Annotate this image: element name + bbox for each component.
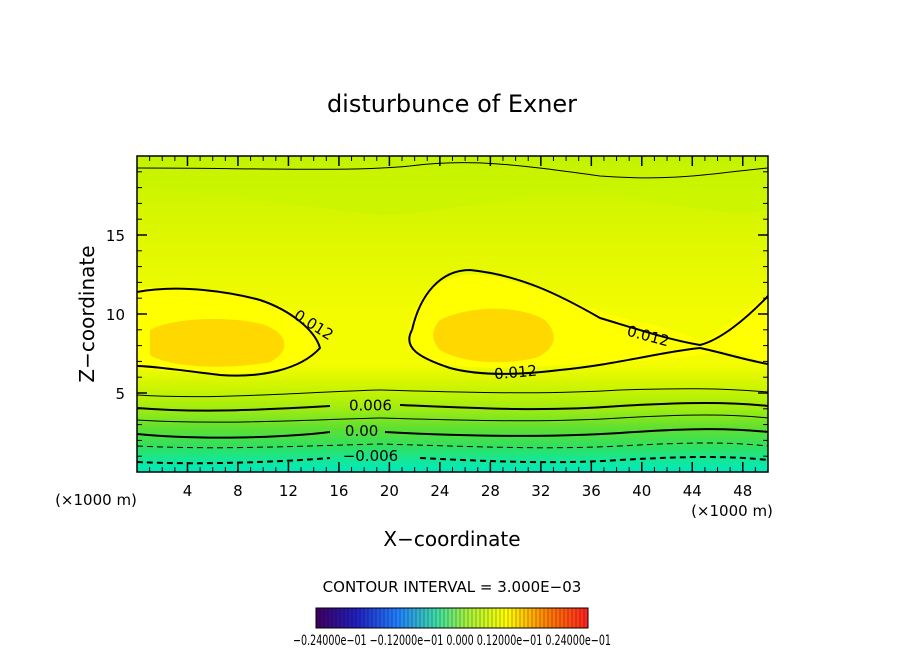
x-tick-label: 40 [632, 482, 651, 500]
x-tick-label: 32 [531, 482, 550, 500]
contour-label: 0.006 [349, 397, 392, 415]
y-unit-label: (×1000 m) [55, 491, 137, 509]
contour-thin-2 [137, 414, 768, 423]
contour-0012-left [137, 287, 322, 377]
contour-neg-1 [137, 442, 768, 449]
colorbar: −0.24000e−01 −0.12000e−01 0.000 0.12000e… [293, 607, 611, 649]
field-band-upper [137, 156, 768, 215]
x-tick-label: 4 [183, 482, 193, 500]
contour-0012-middle-lower [408, 329, 768, 375]
x-tick-label: 48 [733, 482, 752, 500]
x-tick-label: 44 [683, 482, 702, 500]
field-core-middle [433, 308, 554, 363]
x-tick-label: 16 [329, 482, 348, 500]
contour-000 [137, 428, 768, 439]
x-tick-label: 12 [279, 482, 298, 500]
y-axis-label: Z−coordinate [75, 245, 99, 382]
x-axis-label: X−coordinate [383, 527, 520, 551]
colorbar-stripes [319, 608, 585, 628]
x-tick-label: 24 [430, 482, 449, 500]
contour-label: 0.00 [345, 422, 378, 440]
contour-0012-middle [411, 268, 768, 347]
x-tick-label: 20 [380, 482, 399, 500]
contour-thin-1 [137, 388, 768, 398]
y-tick-label: 15 [106, 227, 125, 245]
x-tick-label: 8 [233, 482, 243, 500]
x-tick-label: 36 [582, 482, 601, 500]
x-tick-label: 28 [481, 482, 500, 500]
contour-label: −0.006 [343, 447, 399, 465]
x-axis: 4 8 12 16 20 24 28 32 36 40 44 48 [149, 156, 756, 500]
contour-field [137, 156, 768, 472]
x-unit-label: (×1000 m) [691, 502, 773, 520]
contour-0006 [137, 402, 768, 412]
contour-lines [137, 162, 768, 465]
field-core-left [150, 318, 285, 367]
colorbar-frame [315, 607, 589, 629]
colorbar-tick-labels: −0.24000e−01 −0.12000e−01 0.000 0.12000e… [293, 633, 611, 649]
contour-label: 0.012 [493, 362, 537, 384]
y-tick-label: 5 [115, 385, 125, 403]
y-tick-label: 10 [106, 306, 125, 324]
y-axis: 5 10 15 [106, 171, 768, 457]
chart-title: disturbunce of Exner [327, 90, 577, 118]
contour-top [137, 162, 768, 179]
contour-interval-label: CONTOUR INTERVAL = 3.000E−03 [323, 578, 582, 596]
